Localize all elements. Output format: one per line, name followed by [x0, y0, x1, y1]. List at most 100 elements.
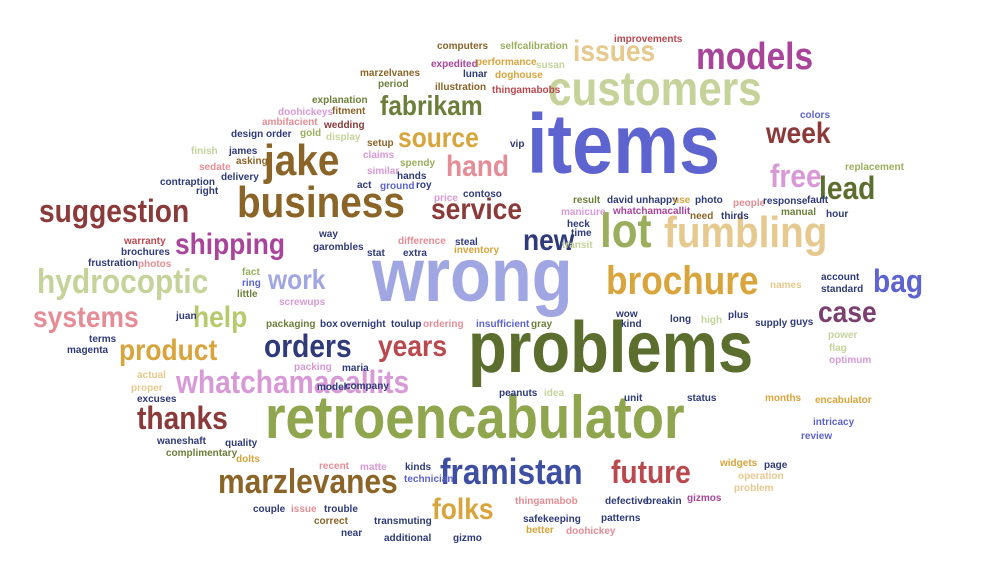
cloud-word-matte: matte: [360, 462, 387, 473]
cloud-word-problem: problem: [734, 483, 774, 494]
cloud-word-better: better: [526, 525, 554, 536]
cloud-word-names: names: [770, 280, 802, 291]
cloud-word-similar: similar: [367, 166, 400, 177]
cloud-word-trouble: trouble: [324, 504, 358, 515]
cloud-word-transit: transit: [562, 240, 593, 251]
cloud-word-proper: proper: [131, 383, 163, 394]
cloud-word-hydrocoptic: hydrocoptic: [37, 263, 209, 301]
cloud-word-act: act: [357, 180, 372, 191]
cloud-word-doghouse: doghouse: [495, 70, 543, 81]
cloud-word-orders: orders: [264, 328, 352, 364]
cloud-word-insufficient: insufficient: [476, 319, 530, 330]
cloud-word-roy: roy: [416, 180, 432, 191]
cloud-word-transmuting: transmuting: [374, 516, 432, 527]
cloud-word-fault: fault: [807, 195, 829, 206]
cloud-word-actual: actual: [137, 370, 166, 381]
cloud-word-breakin: breakin: [646, 496, 682, 507]
cloud-word-brochure: brochure: [606, 259, 759, 303]
cloud-word-systems: systems: [33, 301, 139, 334]
cloud-word-source: source: [398, 122, 479, 153]
cloud-word-need: need: [690, 211, 714, 222]
cloud-word-steal: steal: [455, 237, 478, 248]
cloud-word-delivery: delivery: [221, 172, 259, 183]
cloud-word-whatchamacallits: whatchamacallits: [176, 364, 410, 400]
cloud-word-hand: hand: [446, 150, 510, 183]
cloud-word-fabrikam: fabrikam: [380, 90, 483, 121]
cloud-word-operation: operation: [738, 471, 784, 482]
cloud-word-inventory: inventory: [454, 245, 500, 256]
cloud-word-idea: idea: [544, 388, 565, 399]
cloud-word-price: price: [434, 193, 458, 204]
cloud-word-screwups: screwups: [279, 297, 326, 308]
cloud-word-gold: gold: [300, 128, 322, 139]
cloud-word-time: time: [571, 228, 592, 239]
cloud-word-guys: guys: [790, 317, 814, 328]
cloud-word-problems: problems: [468, 308, 754, 388]
cloud-word-review: review: [801, 431, 833, 442]
cloud-word-optimum: optimum: [829, 355, 872, 366]
cloud-word-issues: issues: [573, 35, 656, 68]
cloud-word-suggestion: suggestion: [39, 193, 190, 229]
cloud-word-spendy: spendy: [400, 158, 436, 169]
cloud-word-gizmos: gizmos: [687, 493, 722, 504]
cloud-word-gizmo: gizmo: [453, 533, 482, 544]
cloud-word-new: new: [523, 224, 575, 257]
cloud-word-model: model: [317, 382, 347, 393]
cloud-word-replacement: replacement: [845, 162, 904, 173]
cloud-word-expedited: expedited: [431, 59, 478, 70]
cloud-word-quality: quality: [225, 438, 258, 449]
cloud-word-unhappy: unhappy: [636, 195, 678, 206]
cloud-word-dolts: dolts: [236, 454, 260, 465]
cloud-word-contoso: contoso: [463, 189, 502, 200]
cloud-word-packing: packing: [294, 362, 332, 373]
cloud-word-photo: photo: [695, 195, 723, 206]
cloud-word-jake: jake: [264, 136, 340, 185]
cloud-word-supply: supply: [755, 318, 788, 329]
cloud-word-illustration: illustration: [435, 82, 487, 93]
cloud-word-excuses: excuses: [137, 394, 177, 405]
cloud-word-photos: photos: [138, 259, 172, 270]
cloud-word-computers: computers: [437, 41, 489, 52]
cloud-word-period: period: [378, 79, 409, 90]
cloud-word-bag: bag: [873, 263, 924, 299]
cloud-word-widgets: widgets: [720, 458, 758, 469]
cloud-word-patterns: patterns: [601, 513, 641, 524]
cloud-word-sedate: sedate: [199, 162, 231, 173]
cloud-word-work: work: [268, 264, 326, 295]
cloud-word-fumbling: fumbling: [664, 208, 828, 257]
cloud-word-colors: colors: [800, 110, 831, 121]
cloud-word-intricacy: intricacy: [813, 417, 855, 428]
cloud-word-maria: maria: [342, 363, 369, 374]
cloud-word-kind: kind: [621, 319, 642, 330]
cloud-word-help: help: [193, 301, 248, 334]
cloud-word-david: david: [607, 195, 634, 206]
cloud-word-months: months: [765, 393, 802, 404]
cloud-word-brochures: brochures: [121, 247, 170, 258]
cloud-word-box: box: [320, 319, 338, 330]
cloud-word-standard: standard: [821, 284, 864, 295]
cloud-word-difference: difference: [398, 236, 446, 247]
cloud-word-peanuts: peanuts: [499, 388, 538, 399]
cloud-word-james: james: [229, 146, 258, 157]
cloud-word-display: display: [326, 132, 361, 143]
cloud-word-long: long: [670, 314, 692, 325]
cloud-word-finish: finish: [191, 146, 218, 157]
cloud-word-thingamabob: thingamabob: [515, 496, 578, 507]
cloud-word-frustration: frustration: [88, 258, 138, 269]
cloud-word-people: people: [733, 198, 766, 209]
cloud-word-near: near: [341, 528, 363, 539]
cloud-word-way: way: [319, 229, 338, 240]
cloud-word-free: free: [770, 158, 822, 194]
cloud-word-case: case: [818, 296, 877, 329]
cloud-word-company: company: [345, 381, 389, 392]
cloud-word-performance: performance: [476, 57, 537, 68]
cloud-word-toulup: toulup: [391, 319, 422, 330]
cloud-word-gray: gray: [531, 319, 553, 330]
cloud-word-terms: terms: [89, 334, 117, 345]
cloud-word-selfcalibration: selfcalibration: [500, 41, 568, 52]
cloud-word-future: future: [611, 454, 691, 490]
cloud-word-vip: vip: [510, 139, 525, 150]
cloud-word-ordering: ordering: [423, 319, 464, 330]
cloud-word-unit: unit: [624, 393, 643, 404]
cloud-word-models: models: [696, 36, 814, 78]
